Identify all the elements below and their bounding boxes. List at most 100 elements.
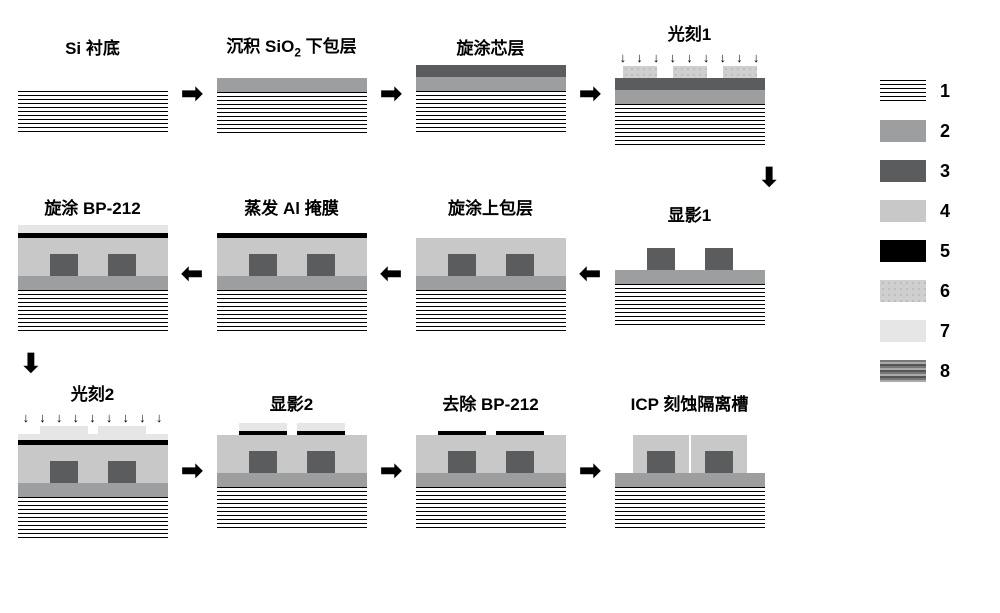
legend-item-6: 6 [880, 280, 990, 302]
label-s10: 显影2 [270, 390, 313, 415]
swatch-bp212-icon [880, 320, 926, 342]
legend-item-1: 1 [880, 80, 990, 102]
layer-si [416, 290, 566, 332]
step-spin-upper: 旋涂上包层 [408, 194, 573, 332]
stack-s6 [416, 225, 566, 332]
upper-with-cores [217, 238, 367, 276]
stack-s9 [18, 426, 168, 539]
row-2: 旋涂 BP-212 ⬅ 蒸发 Al 掩膜 [10, 194, 860, 332]
trench-structure [615, 435, 765, 473]
swatch-upper-icon [880, 200, 926, 222]
layer-si [18, 290, 168, 332]
layer-si [217, 290, 367, 332]
legend-item-5: 5 [880, 240, 990, 262]
bp-pattern [18, 426, 168, 434]
layer-si [18, 497, 168, 539]
legend-num: 3 [940, 161, 950, 182]
step-evap-al: 蒸发 Al 掩膜 [209, 194, 374, 332]
arrow-right-icon: ➡ [181, 457, 203, 483]
label-s11: 去除 BP-212 [442, 390, 538, 415]
layer-si [18, 91, 168, 133]
stack-s2 [217, 66, 367, 134]
upper-with-cores [416, 238, 566, 276]
process-flow: Si 衬底 ➡ 沉积 SiO2 下包层 ➡ 旋涂芯层 [10, 20, 860, 557]
stack-s4 [615, 66, 765, 146]
uv-arrows: ↓↓↓↓↓↓↓↓↓ [18, 411, 168, 425]
diagram-root: Si 衬底 ➡ 沉积 SiO2 下包层 ➡ 旋涂芯层 [10, 20, 990, 557]
pr-pattern [615, 66, 765, 78]
arrow-right-icon: ➡ [579, 80, 601, 106]
legend-num: 5 [940, 241, 950, 262]
step-si-substrate: Si 衬底 [10, 34, 175, 133]
stack-s11 [416, 421, 566, 529]
arrow-down-icon: ⬇ [10, 164, 860, 190]
swatch-etch-icon [880, 360, 926, 382]
legend-num: 4 [940, 201, 950, 222]
label-s2: 沉积 SiO2 下包层 [226, 32, 356, 59]
bp-al-pattern [217, 423, 367, 435]
label-s6: 旋涂上包层 [448, 194, 533, 219]
layer-si [615, 104, 765, 146]
layer-si [615, 487, 765, 529]
stack-s1 [18, 65, 168, 133]
step-spin-core: 旋涂芯层 [408, 34, 573, 133]
arrow-right-icon: ➡ [579, 457, 601, 483]
legend-num: 2 [940, 121, 950, 142]
step-sio2-clad: 沉积 SiO2 下包层 [209, 32, 374, 133]
swatch-si-icon [880, 80, 926, 102]
stack-s12 [615, 421, 765, 529]
label-s4: 光刻1 [668, 20, 711, 45]
layer-sio2 [18, 483, 168, 497]
layer-sio2 [615, 473, 765, 487]
layer-core [615, 78, 765, 90]
layer-si [416, 91, 566, 133]
stack-s10 [217, 421, 367, 529]
label-s8: 旋涂 BP-212 [44, 194, 140, 219]
step-develop1: 显影1 [607, 201, 772, 326]
stack-s3 [416, 65, 566, 133]
arrow-left-icon: ⬅ [181, 260, 203, 286]
arrow-down-icon: ⬇ [10, 350, 860, 376]
label-s5: 显影1 [668, 201, 711, 226]
swatch-core-icon [880, 160, 926, 182]
arrow-right-icon: ➡ [181, 80, 203, 106]
label-s9: 光刻2 [71, 380, 114, 405]
row-1: Si 衬底 ➡ 沉积 SiO2 下包层 ➡ 旋涂芯层 [10, 20, 860, 146]
upper-with-cores [416, 435, 566, 473]
step-icp-etch: ICP 刻蚀隔离槽 [607, 390, 772, 529]
legend-item-2: 2 [880, 120, 990, 142]
row-3: 光刻2 ↓↓↓↓↓↓↓↓↓ [10, 380, 860, 539]
label-s3: 旋涂芯层 [457, 34, 525, 59]
upper-with-cores [18, 238, 168, 276]
layer-sio2 [615, 90, 765, 104]
swatch-al-icon [880, 240, 926, 262]
legend-item-4: 4 [880, 200, 990, 222]
arrow-right-icon: ➡ [380, 457, 402, 483]
layer-core [416, 65, 566, 77]
legend: 1 2 3 4 5 6 7 8 [880, 20, 990, 557]
upper-with-cores [217, 435, 367, 473]
step-develop2: 显影2 [209, 390, 374, 529]
legend-item-3: 3 [880, 160, 990, 182]
label-s1: Si 衬底 [65, 34, 120, 59]
step-litho1: 光刻1 ↓↓↓↓↓↓↓↓↓ [607, 20, 772, 146]
step-litho2: 光刻2 ↓↓↓↓↓↓↓↓↓ [10, 380, 175, 539]
label-s12: ICP 刻蚀隔离槽 [631, 390, 749, 415]
upper-with-cores [18, 445, 168, 483]
swatch-sio2-icon [880, 120, 926, 142]
layer-bp212 [18, 225, 168, 233]
label-s7: 蒸发 Al 掩膜 [244, 194, 338, 219]
stack-s8 [18, 225, 168, 332]
layer-si [217, 487, 367, 529]
step-remove-bp: 去除 BP-212 [408, 390, 573, 529]
arrow-right-icon: ➡ [380, 80, 402, 106]
layer-si [615, 284, 765, 326]
stack-s7 [217, 225, 367, 332]
layer-sio2 [217, 276, 367, 290]
legend-num: 8 [940, 361, 950, 382]
core-ridges [615, 248, 765, 270]
layer-sio2 [217, 473, 367, 487]
legend-num: 6 [940, 281, 950, 302]
legend-num: 1 [940, 81, 950, 102]
arrow-left-icon: ⬅ [579, 260, 601, 286]
